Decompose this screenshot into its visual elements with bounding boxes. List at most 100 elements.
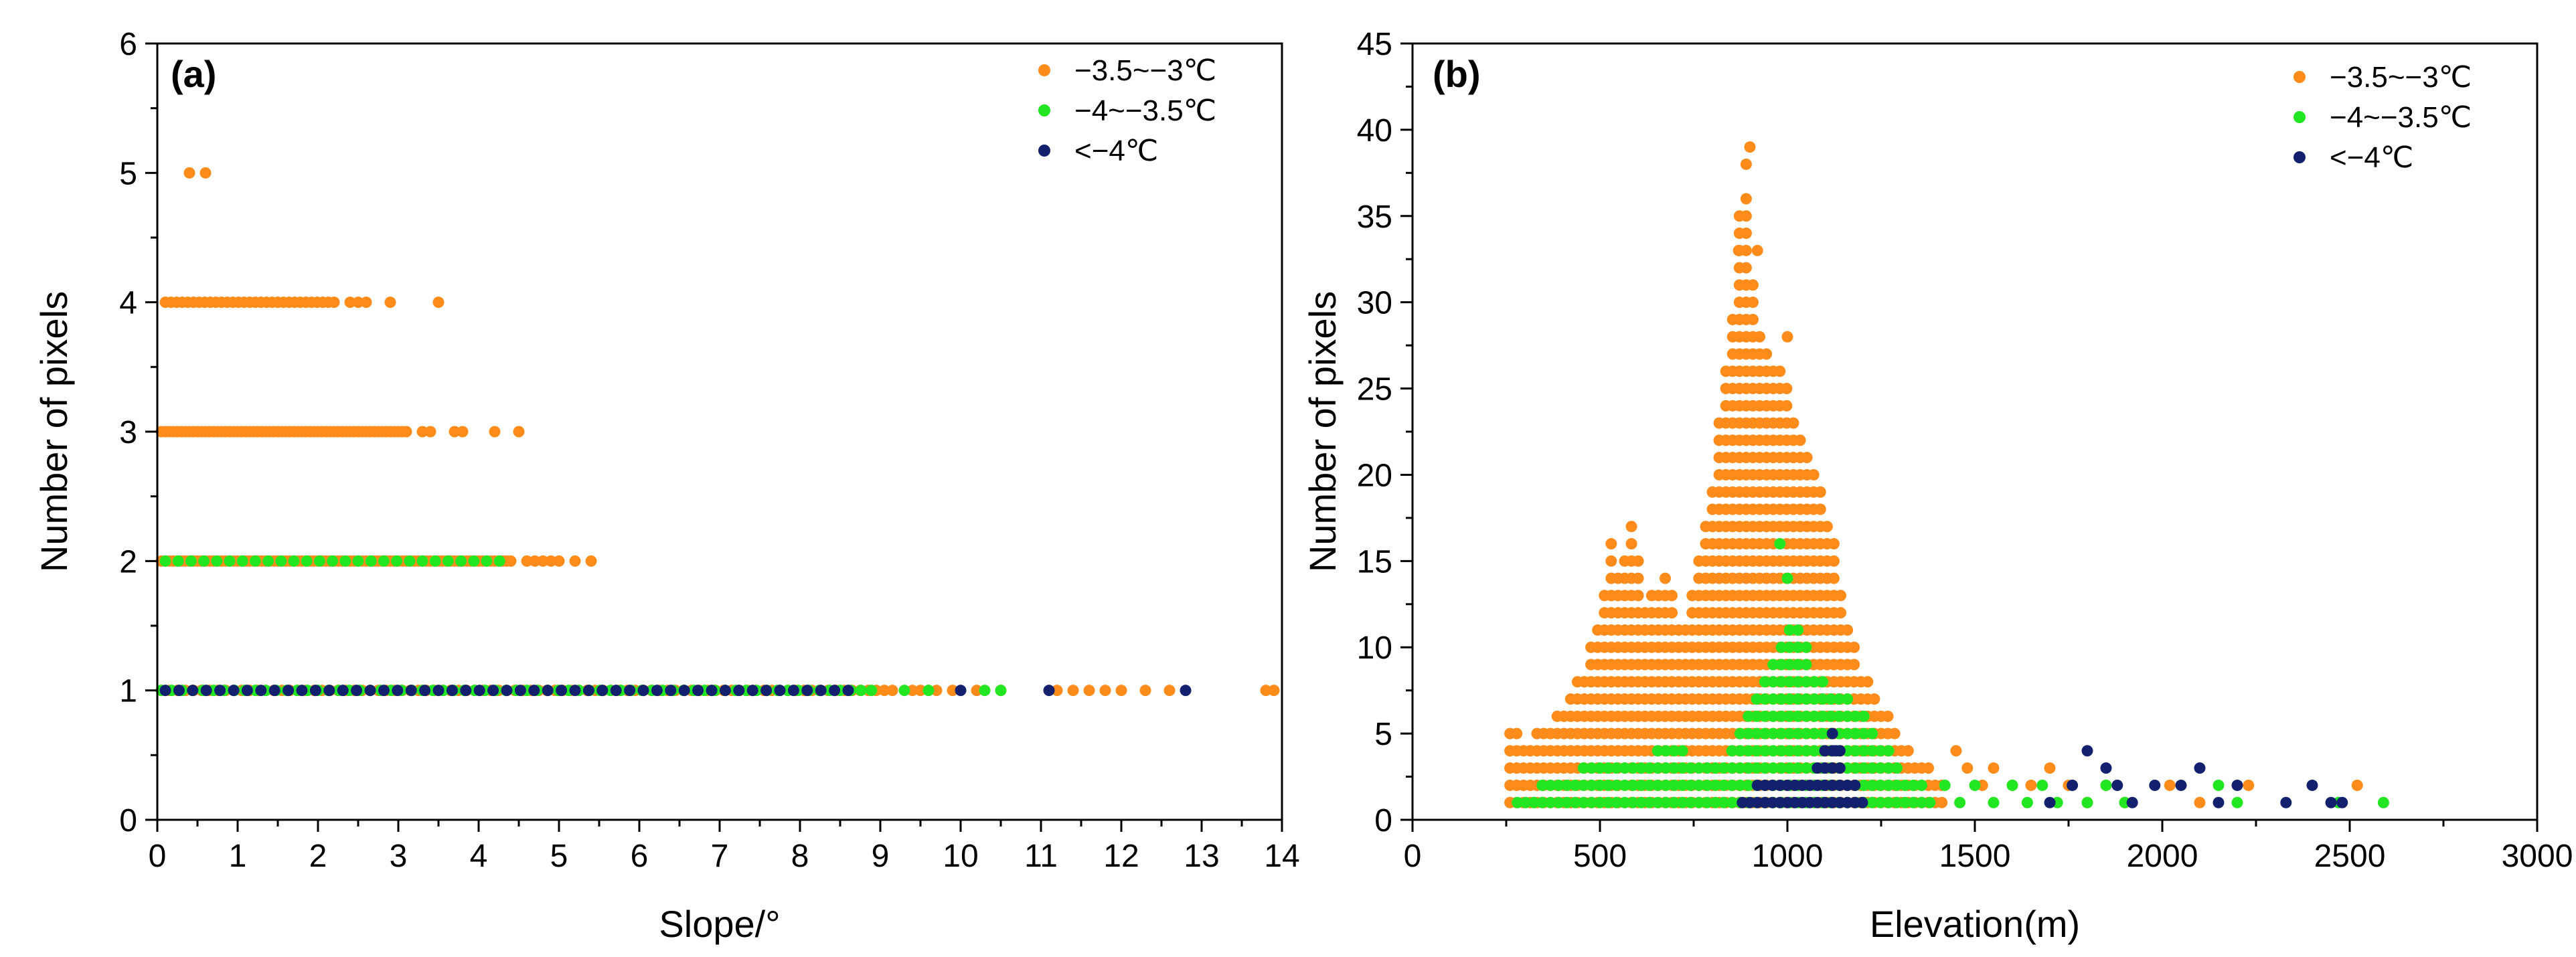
data-point — [1808, 693, 1820, 705]
data-point — [1666, 590, 1678, 602]
data-point — [537, 555, 549, 567]
data-point — [392, 685, 404, 697]
data-point — [2044, 796, 2056, 808]
data-point — [1625, 521, 1637, 533]
data-point — [556, 685, 568, 697]
data-point — [651, 685, 663, 697]
data-point — [1552, 796, 1564, 808]
data-point — [1668, 779, 1680, 791]
data-point — [1733, 244, 1745, 256]
data-point — [1792, 727, 1804, 740]
data-point — [1842, 693, 1854, 705]
data-point — [1858, 710, 1870, 722]
data-point — [1602, 762, 1614, 774]
data-point — [2231, 796, 2243, 808]
data-point — [2006, 779, 2018, 791]
data-point — [678, 685, 690, 697]
y-tick-label: 45 — [1357, 27, 1392, 62]
data-point — [1800, 641, 1812, 653]
data-point — [1561, 796, 1573, 808]
data-point — [1605, 538, 1617, 550]
data-point — [1950, 745, 1962, 757]
data-point — [1709, 779, 1721, 791]
data-point — [528, 685, 540, 697]
y-tick-label: 1 — [119, 674, 137, 709]
data-point — [1544, 779, 1556, 791]
data-point — [1783, 641, 1795, 653]
data-point — [1781, 572, 1793, 584]
data-point — [432, 685, 445, 697]
data-point — [1740, 158, 1752, 170]
data-point — [1866, 796, 1878, 808]
data-point — [493, 555, 505, 567]
data-point — [1676, 745, 1688, 757]
data-point — [224, 555, 236, 567]
data-point — [1586, 762, 1598, 774]
data-point — [1740, 210, 1752, 222]
data-point — [1775, 641, 1787, 653]
data-point — [301, 555, 313, 567]
data-point — [1856, 796, 1868, 808]
data-point — [1781, 383, 1793, 395]
data-point — [283, 685, 295, 697]
data-point — [1747, 313, 1759, 325]
data-point — [878, 685, 890, 697]
panel-b-x-axis-title: Elevation(m) — [1870, 903, 2080, 945]
data-point — [1718, 779, 1730, 791]
data-point — [337, 685, 349, 697]
legend-entry-label: −4~−3.5℃ — [1074, 94, 1216, 127]
data-point — [1643, 796, 1656, 808]
data-point — [1842, 727, 1854, 740]
data-point — [1759, 727, 1771, 740]
data-point — [1907, 779, 1919, 791]
data-point — [1833, 693, 1845, 705]
data-point — [1067, 685, 1079, 697]
data-point — [424, 426, 436, 438]
data-point — [2377, 796, 2389, 808]
data-point — [2243, 779, 2255, 791]
data-point — [313, 555, 325, 567]
data-point — [706, 685, 718, 697]
data-point — [172, 555, 184, 567]
x-tick-label: 6 — [631, 839, 649, 874]
data-point — [1751, 693, 1763, 705]
data-point — [1180, 685, 1192, 697]
data-point — [1882, 710, 1894, 722]
data-point — [1828, 572, 1840, 584]
data-point — [545, 555, 557, 567]
data-point — [1751, 762, 1763, 774]
data-point — [1858, 762, 1870, 774]
data-point — [1800, 727, 1812, 740]
data-point — [1821, 521, 1833, 533]
y-tick-label: 25 — [1357, 372, 1392, 408]
data-point — [262, 555, 274, 567]
data-point — [1759, 710, 1771, 722]
data-point — [432, 296, 445, 309]
data-point — [364, 685, 376, 697]
data-point — [1781, 400, 1793, 412]
data-point — [1701, 762, 1713, 774]
data-point — [553, 555, 565, 567]
data-point — [1751, 745, 1763, 757]
data-point — [173, 685, 185, 697]
data-point — [1783, 624, 1795, 636]
y-tick-label: 0 — [119, 803, 137, 839]
data-point — [468, 555, 480, 567]
data-point — [1874, 796, 1886, 808]
data-point — [2025, 779, 2037, 791]
data-point — [1676, 796, 1688, 808]
data-point — [1862, 676, 1874, 688]
data-point — [1652, 796, 1664, 808]
data-point — [1751, 727, 1763, 740]
data-point — [505, 555, 517, 567]
data-point — [2100, 762, 2112, 774]
data-point — [446, 685, 458, 697]
x-tick-label: 5 — [550, 839, 568, 874]
data-point — [1825, 693, 1837, 705]
data-point — [2021, 796, 2033, 808]
data-point — [842, 685, 854, 697]
data-point — [1268, 685, 1280, 697]
data-point — [1740, 262, 1752, 274]
data-point — [352, 296, 364, 309]
data-point — [1586, 779, 1598, 791]
